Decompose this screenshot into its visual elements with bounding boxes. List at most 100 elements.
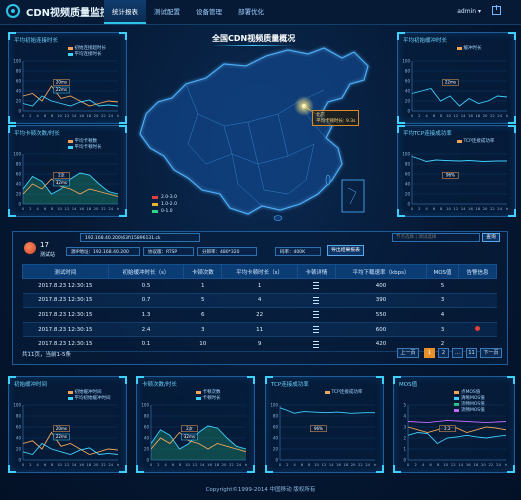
p7-chart-panel: TCP连接成功率 TCP连接成功率 100 80 60 40 20 0 0 2 4 6 8 10 12 14 1… xyxy=(265,376,384,473)
x-tick-label: 14 xyxy=(200,462,205,467)
p4-chart-panel: 平均TCP连接成功率 TCP连接成功率 100 80 60 40 20 0 0 2 4 6 8 10 12 1… xyxy=(397,125,516,217)
table-row[interactable]: 2017.8.23 12:30:15 2.4 3 11 600 3 xyxy=(22,322,497,338)
series-line xyxy=(22,431,119,455)
table-cell: 3 xyxy=(426,322,459,338)
x-tick-label: 8 xyxy=(440,206,443,211)
page-2-button[interactable]: 2 xyxy=(438,348,449,358)
x-tick-label: 8 xyxy=(51,113,54,118)
x-tick-label: 18 xyxy=(473,462,478,467)
x-tick-label: 4 xyxy=(422,462,425,467)
x-tick-label: h xyxy=(506,113,509,118)
x-tick-label: 18 xyxy=(343,462,348,467)
logout-icon[interactable] xyxy=(492,5,501,15)
series-line xyxy=(150,425,247,450)
y-tick-label: 20 xyxy=(144,447,150,452)
x-tick-label: 10 xyxy=(446,206,451,211)
table-row[interactable]: 2017.8.23 12:30:15 1.3 6 22 550 4 xyxy=(22,307,497,323)
table-row[interactable]: 2017.8.23 12:30:15 0.1 10 9 420 2 xyxy=(22,336,497,352)
x-tick-label: 6 xyxy=(172,462,175,467)
svg-text:2次: 2次 xyxy=(58,172,65,178)
x-tick-label: 22 xyxy=(101,206,106,211)
y-tick-label: 80 xyxy=(144,414,150,419)
y-tick-label: 40 xyxy=(16,89,22,94)
station-count: 17 xyxy=(40,241,49,249)
y-tick-label: 20 xyxy=(16,99,22,104)
x-tick-label: 10 xyxy=(57,113,62,118)
next-page-button[interactable]: 下一页 xyxy=(480,348,502,358)
table-cell: 22 xyxy=(221,307,298,323)
chart-legend: 平均卡顿数 平均卡顿时长 xyxy=(67,138,102,150)
y-tick-label: 40 xyxy=(273,436,279,441)
export-report-button[interactable]: 导出结果报表 xyxy=(327,245,364,256)
source-path: 192.168.40.200\63f\15896131.ck xyxy=(80,233,200,242)
page-11-button[interactable]: 11 xyxy=(466,348,477,358)
table-cell: 0.7 xyxy=(108,293,184,309)
x-tick-label: 0 xyxy=(407,462,410,467)
x-tick-label: 16 xyxy=(79,113,84,118)
station-count-icon xyxy=(24,242,36,254)
x-tick-label: 22 xyxy=(358,462,363,467)
x-tick-label: 12 xyxy=(64,462,69,467)
alert-icon xyxy=(474,326,480,332)
node-search-input[interactable] xyxy=(392,233,480,242)
stall-detail-icon[interactable] xyxy=(297,322,336,338)
x-tick-label: 8 xyxy=(308,462,311,467)
search-button[interactable]: 查询 xyxy=(482,233,500,242)
data-tooltip xyxy=(310,425,327,432)
x-tick-label: h xyxy=(117,113,120,118)
tab-deployment[interactable]: 部署优化 xyxy=(238,8,264,16)
china-map[interactable] xyxy=(128,44,398,222)
stall-detail-icon[interactable] xyxy=(297,278,336,294)
x-tick-label: 4 xyxy=(425,206,428,211)
user-menu[interactable]: admin ▾ xyxy=(457,8,481,15)
y-tick-label: 80 xyxy=(405,69,411,74)
chart-legend: 卡顿次数 卡顿时长 xyxy=(195,389,221,401)
stall-detail-icon[interactable] xyxy=(297,336,336,352)
x-tick-label: 0 xyxy=(411,113,414,118)
page-1-button[interactable]: 1 xyxy=(424,348,435,358)
x-tick-label: 16 xyxy=(207,462,212,467)
table-cell: 2017.8.23 12:30:15 xyxy=(22,322,109,338)
alert-cell xyxy=(458,307,497,323)
x-tick-label: 8 xyxy=(437,462,440,467)
data-tooltip xyxy=(53,179,70,187)
x-tick-label: 14 xyxy=(72,206,77,211)
y-tick-label: 60 xyxy=(405,79,411,84)
tab-statistics[interactable]: 统计报表 xyxy=(104,0,146,24)
x-tick-label: 24 xyxy=(108,462,113,467)
table-cell: 9 xyxy=(221,336,298,352)
tab-device-management[interactable]: 设备管理 xyxy=(196,8,222,16)
results-table: 测试时间 初始缓冲时长（s） 卡顿次数 平均卡顿时长（s） 卡顿详情 平均下载速率（kbp… xyxy=(22,264,498,352)
x-tick-label: 0 xyxy=(411,206,414,211)
panel-title: 卡顿次数/时长 xyxy=(142,382,177,388)
x-tick-label: 14 xyxy=(461,113,466,118)
column-header: MOS值 xyxy=(426,264,459,279)
table-cell: 600 xyxy=(335,322,427,338)
svg-text:96%: 96% xyxy=(314,426,323,431)
x-tick-label: 18 xyxy=(475,113,480,118)
x-tick-label: 10 xyxy=(446,113,451,118)
tab-test-config[interactable]: 测试配置 xyxy=(154,8,180,16)
x-tick-label: 14 xyxy=(72,113,77,118)
data-tooltip xyxy=(53,86,70,94)
x-tick-label: h xyxy=(245,462,248,467)
x-tick-label: 2 xyxy=(29,206,32,211)
stall-detail-icon[interactable] xyxy=(297,293,336,309)
y-tick-label: 0 xyxy=(18,202,21,207)
list-icon xyxy=(313,282,320,290)
x-tick-label: 16 xyxy=(466,462,471,467)
series-line xyxy=(411,156,507,162)
chart-legend: 初始连接超时长 平均连接时长 xyxy=(67,45,106,57)
x-tick-label: h xyxy=(506,206,509,211)
y-tick-label: 40 xyxy=(16,436,22,441)
prev-page-button[interactable]: 上一页 xyxy=(397,348,419,358)
chart-legend: 点MOS值 清晰MOS值 流畅MOS值 流畅MOS值 xyxy=(454,389,485,413)
panel-title: 初始缓冲时间 xyxy=(14,382,48,388)
table-row[interactable]: 2017.8.23 12:30:15 0.5 1 1 400 5 xyxy=(22,278,497,294)
table-row[interactable]: 2017.8.23 12:30:15 0.7 5 4 390 3 xyxy=(22,293,497,309)
x-tick-label: 12 xyxy=(453,206,458,211)
table-cell: 3 xyxy=(183,322,222,338)
y-tick-label: 20 xyxy=(273,447,279,452)
stall-detail-icon[interactable] xyxy=(297,307,336,323)
